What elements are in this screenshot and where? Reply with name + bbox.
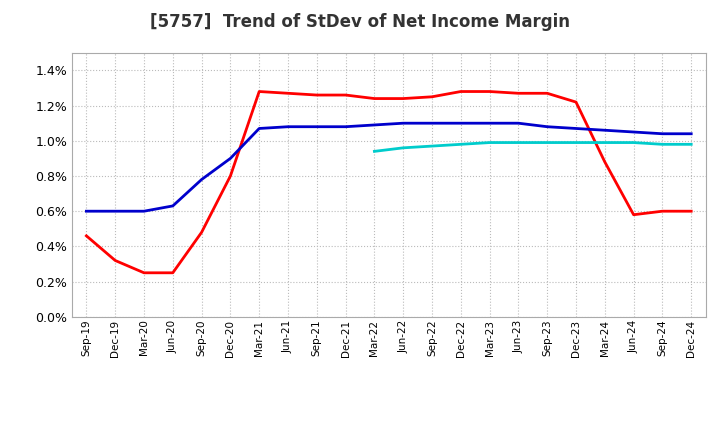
7 Years <box>514 140 523 145</box>
3 Years <box>485 89 494 94</box>
5 Years <box>629 129 638 135</box>
5 Years <box>255 126 264 131</box>
Legend: 3 Years, 5 Years, 7 Years, 10 Years: 3 Years, 5 Years, 7 Years, 10 Years <box>179 434 598 440</box>
5 Years <box>312 124 321 129</box>
5 Years <box>543 124 552 129</box>
3 Years <box>543 91 552 96</box>
7 Years <box>543 140 552 145</box>
5 Years <box>226 156 235 161</box>
5 Years <box>572 126 580 131</box>
3 Years <box>82 233 91 238</box>
7 Years <box>600 140 609 145</box>
3 Years <box>399 96 408 101</box>
5 Years <box>82 209 91 214</box>
5 Years <box>600 128 609 133</box>
7 Years <box>456 142 465 147</box>
5 Years <box>197 177 206 182</box>
3 Years <box>658 209 667 214</box>
Line: 7 Years: 7 Years <box>374 143 691 151</box>
3 Years <box>111 258 120 263</box>
5 Years <box>284 124 292 129</box>
3 Years <box>140 270 148 275</box>
3 Years <box>629 212 638 217</box>
3 Years <box>341 92 350 98</box>
7 Years <box>399 145 408 150</box>
3 Years <box>284 91 292 96</box>
5 Years <box>514 121 523 126</box>
7 Years <box>687 142 696 147</box>
3 Years <box>312 92 321 98</box>
3 Years <box>687 209 696 214</box>
5 Years <box>456 121 465 126</box>
5 Years <box>140 209 148 214</box>
5 Years <box>428 121 436 126</box>
5 Years <box>687 131 696 136</box>
5 Years <box>485 121 494 126</box>
7 Years <box>428 143 436 149</box>
3 Years <box>456 89 465 94</box>
3 Years <box>197 230 206 235</box>
5 Years <box>370 122 379 128</box>
Text: [5757]  Trend of StDev of Net Income Margin: [5757] Trend of StDev of Net Income Marg… <box>150 13 570 31</box>
5 Years <box>168 203 177 209</box>
7 Years <box>629 140 638 145</box>
3 Years <box>255 89 264 94</box>
3 Years <box>428 94 436 99</box>
Line: 3 Years: 3 Years <box>86 92 691 273</box>
3 Years <box>168 270 177 275</box>
3 Years <box>370 96 379 101</box>
3 Years <box>600 159 609 165</box>
7 Years <box>658 142 667 147</box>
7 Years <box>572 140 580 145</box>
7 Years <box>485 140 494 145</box>
7 Years <box>370 149 379 154</box>
5 Years <box>341 124 350 129</box>
3 Years <box>514 91 523 96</box>
5 Years <box>658 131 667 136</box>
3 Years <box>226 173 235 179</box>
3 Years <box>572 99 580 105</box>
5 Years <box>111 209 120 214</box>
5 Years <box>399 121 408 126</box>
Line: 5 Years: 5 Years <box>86 123 691 211</box>
